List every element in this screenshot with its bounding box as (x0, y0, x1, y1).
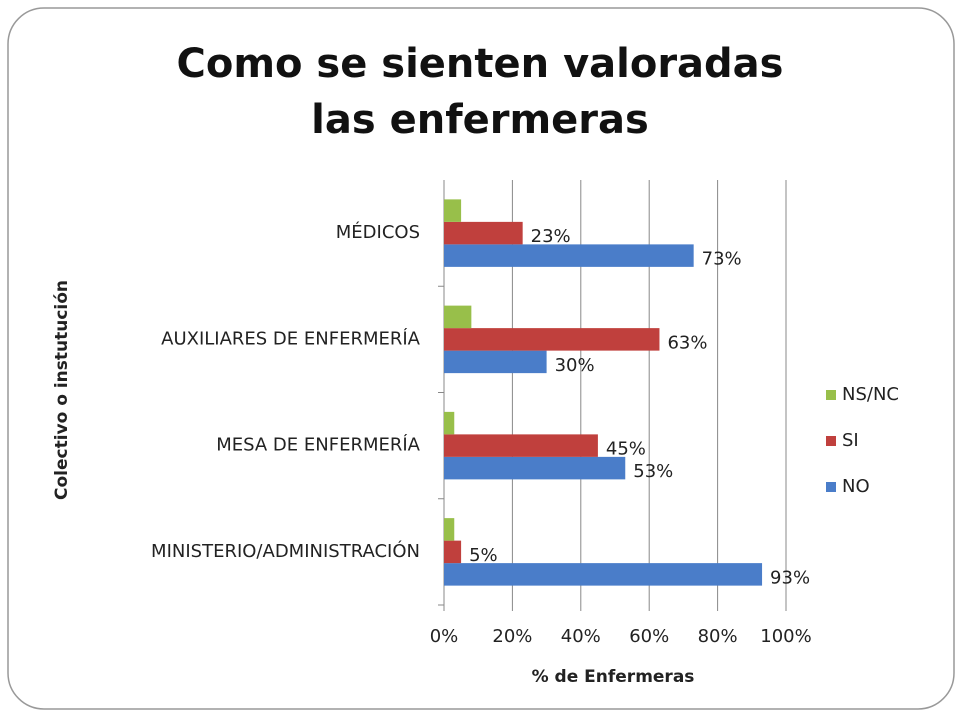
legend-label: NO (842, 476, 870, 497)
y-tick-label: MINISTERIO/ADMINISTRACIÓN (151, 540, 420, 562)
bar (444, 434, 598, 457)
data-label: 30% (555, 355, 595, 376)
x-tick-label: 20% (492, 626, 532, 647)
data-label: 45% (606, 439, 646, 460)
y-tick-label: MESA DE ENFERMERÍA (216, 434, 420, 456)
x-tick-label: 100% (760, 626, 811, 647)
legend-label: NS/NC (842, 384, 899, 405)
bar (444, 411, 455, 435)
data-label: 53% (633, 461, 673, 482)
bar (444, 199, 462, 222)
bar (444, 244, 694, 267)
x-tick-label: 80% (698, 626, 738, 647)
data-label: 93% (770, 567, 810, 588)
legend-label: SI (842, 430, 859, 451)
bar (444, 540, 462, 564)
bar (444, 221, 523, 245)
bar (444, 563, 763, 586)
legend-swatch (826, 482, 836, 492)
y-tick-label: MÉDICOS (336, 221, 420, 243)
x-axis-label: % de Enfermeras (532, 667, 695, 687)
data-label: 73% (702, 249, 742, 270)
data-label: 5% (469, 545, 498, 566)
x-tick-label: 60% (629, 626, 669, 647)
x-tick-label: 0% (430, 626, 459, 647)
legend-swatch (826, 436, 836, 446)
y-axis-label: Colectivo o instutución (52, 280, 72, 500)
bar (444, 456, 626, 480)
bar (444, 518, 455, 541)
chart-title: Como se sienten valoradas las enfermeras (176, 41, 784, 143)
bar (444, 305, 472, 329)
x-tick-label: 40% (561, 626, 601, 647)
legend-swatch (826, 390, 836, 400)
data-label: 63% (667, 332, 707, 353)
bar (444, 350, 547, 374)
bar (444, 328, 660, 351)
y-tick-label: AUXILIARES DE ENFERMERÍA (161, 327, 421, 349)
data-label: 23% (531, 226, 571, 247)
